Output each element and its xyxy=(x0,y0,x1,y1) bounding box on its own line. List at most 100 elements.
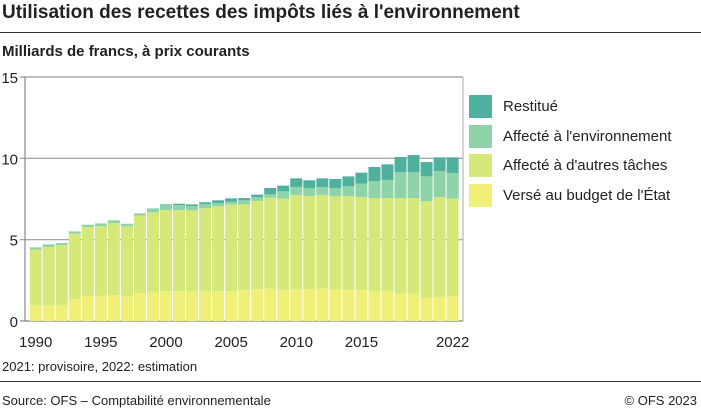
bar-segment xyxy=(251,194,264,198)
bar-segment xyxy=(290,178,303,187)
legend-swatch xyxy=(469,184,492,208)
bar-segment xyxy=(420,176,433,202)
bar-segment xyxy=(120,226,133,297)
bar-segment xyxy=(368,291,381,321)
bar-segment xyxy=(146,291,159,321)
source-text: Source: OFS – Comptabilité environnement… xyxy=(2,393,271,408)
bar-segment xyxy=(68,231,81,234)
x-tick-label: 1995 xyxy=(84,334,117,351)
bar-segment xyxy=(146,208,159,213)
legend-item: Restitué xyxy=(469,95,558,118)
bar-segment xyxy=(407,198,420,294)
bar-segment xyxy=(368,181,381,199)
footnote: 2021: provisoire, 2022: estimation xyxy=(2,359,198,374)
bar-segment xyxy=(173,205,186,211)
bar-segment xyxy=(238,198,251,201)
title-divider xyxy=(0,32,701,33)
bar-segment xyxy=(94,223,107,227)
bar-segment xyxy=(420,297,433,321)
legend-swatch xyxy=(469,154,492,178)
bar-segment xyxy=(199,204,212,209)
legend-item: Affecté à d'autres tâches xyxy=(469,154,667,178)
bar-segment xyxy=(446,296,459,321)
bar-segment xyxy=(264,197,277,289)
bar-segment xyxy=(238,290,251,321)
bar-segment xyxy=(394,293,407,321)
bar-segment xyxy=(316,178,329,187)
bar-segment xyxy=(251,289,264,321)
x-tick-label: 2022 xyxy=(436,334,469,351)
bar-segment xyxy=(173,210,186,292)
bar-segment xyxy=(303,289,316,321)
bar-segment xyxy=(29,305,42,321)
bar-segment xyxy=(277,185,290,192)
bar-segment xyxy=(212,203,225,207)
bar-segment xyxy=(433,157,446,172)
bar-segment xyxy=(133,293,146,321)
bar-segment xyxy=(68,299,81,321)
bar-segment xyxy=(81,295,94,321)
bar-segment xyxy=(277,191,290,199)
bar-segment xyxy=(277,289,290,321)
bar-segment xyxy=(264,194,277,198)
bar-segment xyxy=(29,247,42,250)
bar-segment xyxy=(420,201,433,298)
bar-segment xyxy=(159,204,172,206)
bar-segment xyxy=(146,212,159,292)
bar-segment xyxy=(225,198,238,202)
x-tick-label: 2000 xyxy=(149,334,182,351)
bar-segment xyxy=(433,197,446,297)
bar-segment xyxy=(159,210,172,292)
bar-segment xyxy=(407,172,420,199)
bar-segment xyxy=(159,291,172,321)
stacked-bar-chart: 0 5 10 15 1990 1995 2000 2005 2010 2015 2022 xyxy=(1,70,469,351)
bar-segment xyxy=(394,157,407,173)
bar-segment xyxy=(120,223,133,227)
bar-segment xyxy=(55,245,68,306)
bar-segment xyxy=(355,197,368,291)
bar-segment xyxy=(173,203,186,206)
bar-segment xyxy=(355,290,368,321)
x-tick-label: 2015 xyxy=(345,334,378,351)
bar-segment xyxy=(290,186,303,195)
bar-segment xyxy=(186,210,199,292)
bar-segment xyxy=(238,200,251,205)
bar-segment xyxy=(394,172,407,199)
bar-segment xyxy=(342,186,355,197)
bar-segment xyxy=(225,291,238,321)
x-tick-label: 2005 xyxy=(214,334,247,351)
legend-label: Versé au budget de l'État xyxy=(503,187,671,205)
bar-segment xyxy=(264,187,277,195)
bar-segment xyxy=(199,208,212,292)
bar-segment xyxy=(290,194,303,290)
footer-divider xyxy=(0,381,701,382)
bar-segment xyxy=(225,201,238,205)
bar-segment xyxy=(55,242,68,246)
bar-segment xyxy=(212,206,225,292)
bar-segment xyxy=(381,164,394,180)
bar-segment xyxy=(199,202,212,205)
bar-segment xyxy=(303,196,316,290)
bar-segment xyxy=(420,162,433,177)
bar-segment xyxy=(407,293,420,321)
legend-item: Affecté à l'environnement xyxy=(469,124,672,148)
bar-segment xyxy=(133,215,146,294)
bar-segment xyxy=(381,291,394,321)
y-tick-label: 0 xyxy=(10,314,18,331)
bar-segment xyxy=(68,233,81,300)
bar-segment xyxy=(381,198,394,292)
bar-segment xyxy=(368,198,381,292)
legend-swatch xyxy=(469,124,492,148)
bar-segment xyxy=(186,205,199,211)
bar-segment xyxy=(342,176,355,187)
bar-segment xyxy=(316,194,329,289)
bar-segment xyxy=(342,289,355,321)
bar-segment xyxy=(107,220,120,224)
bar-segment xyxy=(42,305,55,321)
bar-segment xyxy=(81,224,94,227)
bar-segment xyxy=(342,196,355,290)
bar-segment xyxy=(329,187,342,197)
bar-segment xyxy=(316,288,329,321)
legend-label: Affecté à l'environnement xyxy=(503,127,672,145)
bar-segment xyxy=(277,198,290,290)
